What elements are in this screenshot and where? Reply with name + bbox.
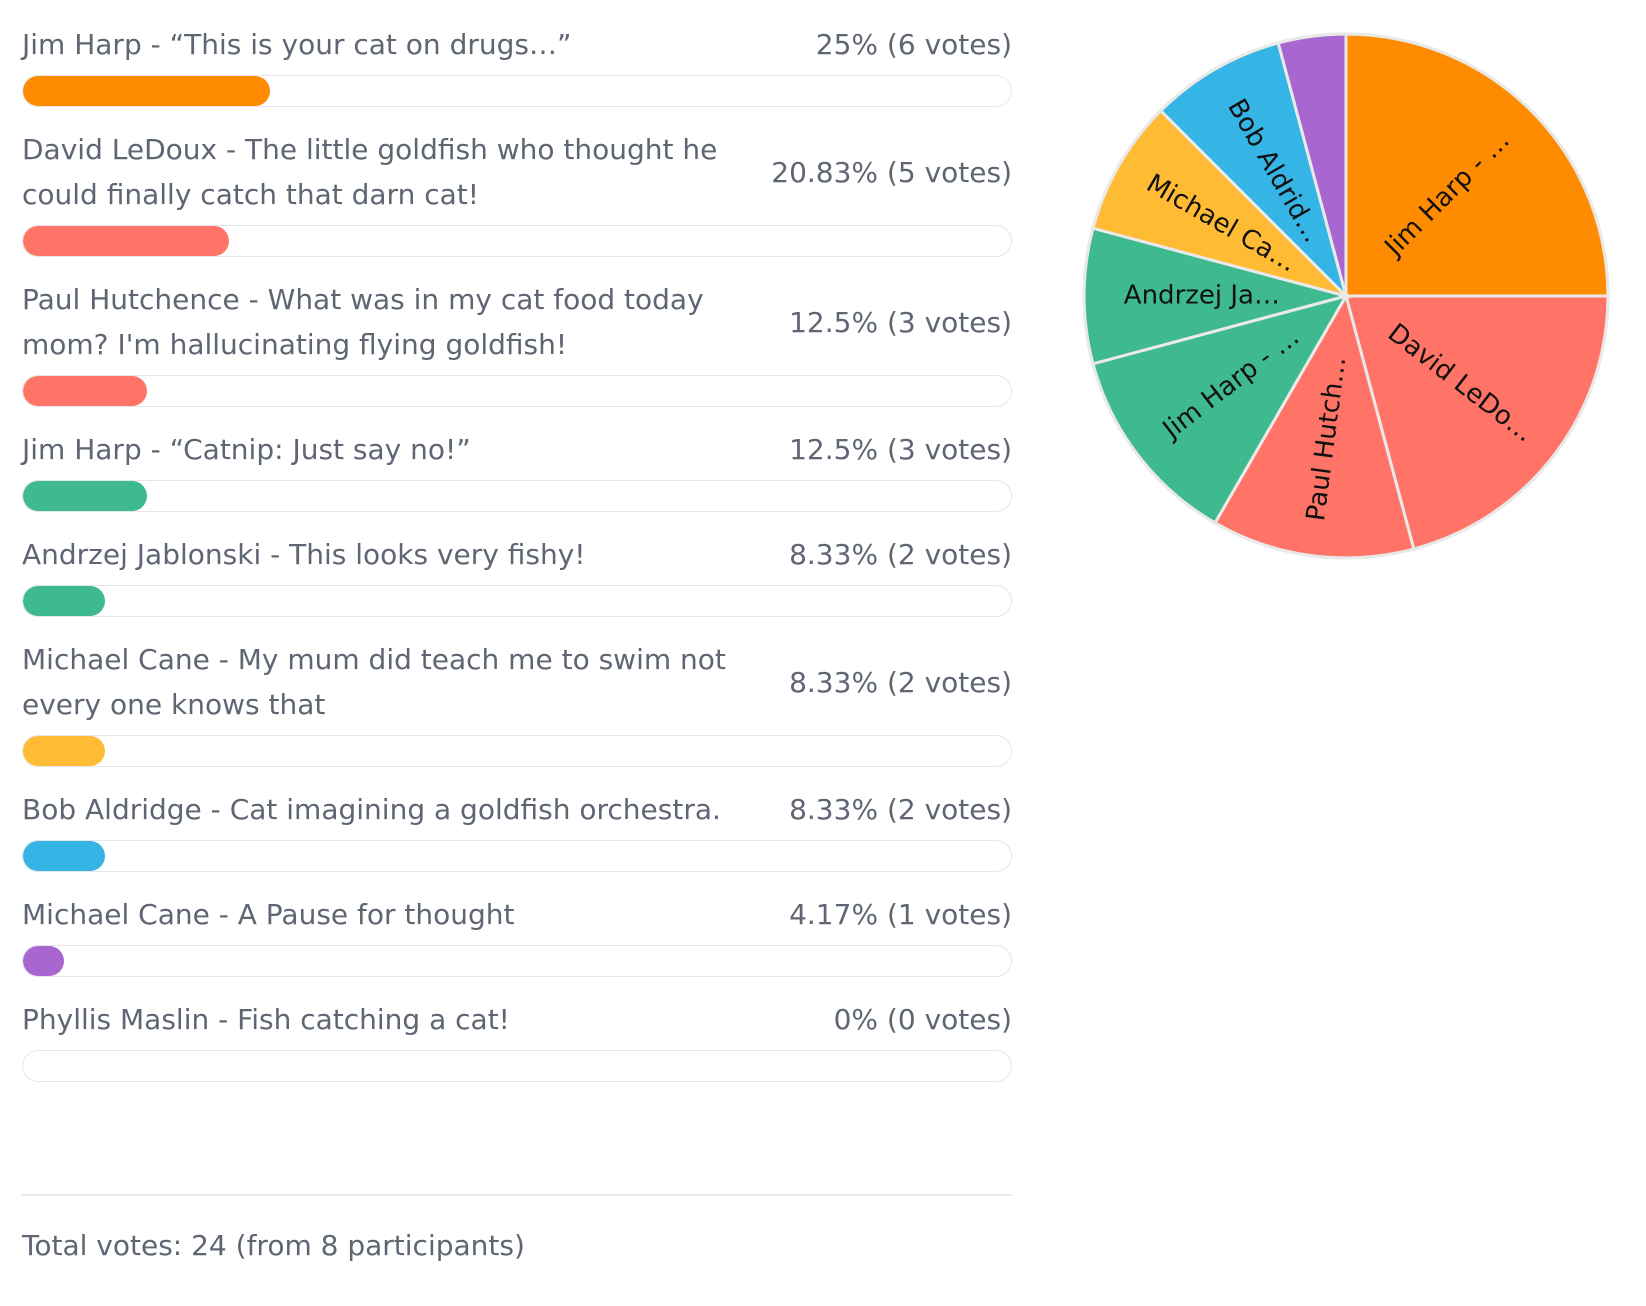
poll-bar-track bbox=[22, 375, 1012, 407]
poll-option: Phyllis Maslin - Fish catching a cat! 0% … bbox=[22, 997, 1012, 1102]
poll-bar-track bbox=[22, 75, 1012, 107]
poll-option: Michael Cane - My mum did teach me to sw… bbox=[22, 637, 1012, 787]
poll-option-header: Michael Cane - My mum did teach me to sw… bbox=[22, 637, 1012, 727]
poll-option: Jim Harp - “Catnip: Just say no!” 12.5% (… bbox=[22, 427, 1012, 532]
poll-option-label: Bob Aldridge - Cat imagining a goldfish … bbox=[22, 793, 721, 826]
poll-bar-fill bbox=[23, 586, 106, 616]
poll-option-header: Jim Harp - “Catnip: Just say no!” 12.5% (… bbox=[22, 427, 1012, 472]
poll-option-header: Andrzej Jablonski - This looks very fish… bbox=[22, 532, 1012, 577]
poll-option-header: Phyllis Maslin - Fish catching a cat! 0% … bbox=[22, 997, 1012, 1042]
poll-option: Andrzej Jablonski - This looks very fish… bbox=[22, 532, 1012, 637]
poll-option-label: Michael Cane - My mum did teach me to sw… bbox=[22, 643, 726, 721]
poll-option-result: 12.5% (3 votes) bbox=[789, 305, 1012, 339]
poll-option: Jim Harp - “This is your cat on drugs…” 2… bbox=[22, 22, 1012, 127]
poll-option-label: Jim Harp - “This is your cat on drugs…” bbox=[22, 28, 572, 61]
poll-results: Jim Harp - “This is your cat on drugs…” 2… bbox=[22, 22, 1012, 1102]
poll-option-result: 25% (6 votes) bbox=[815, 28, 1012, 61]
poll-option-result: 20.83% (5 votes) bbox=[771, 155, 1012, 189]
poll-bar-fill bbox=[23, 841, 106, 871]
poll-option-result: 12.5% (3 votes) bbox=[789, 433, 1012, 466]
pie-outline bbox=[1082, 32, 1610, 560]
poll-bar-fill bbox=[23, 76, 270, 106]
poll-option: Paul Hutchence - What was in my cat food… bbox=[22, 277, 1012, 427]
poll-bar-track bbox=[22, 735, 1012, 767]
poll-option-label: Jim Harp - “Catnip: Just say no!” bbox=[22, 433, 471, 466]
poll-bar-fill bbox=[23, 946, 65, 976]
poll-bar-track bbox=[22, 225, 1012, 257]
poll-option-header: David LeDoux - The little goldfish who t… bbox=[22, 127, 1012, 217]
poll-bar-track bbox=[22, 1050, 1012, 1082]
divider bbox=[22, 1194, 1012, 1196]
poll-option-label: Paul Hutchence - What was in my cat food… bbox=[22, 283, 704, 361]
poll-option-result: 8.33% (2 votes) bbox=[789, 665, 1012, 699]
poll-option-result: 8.33% (2 votes) bbox=[789, 793, 1012, 826]
poll-option-label: Michael Cane - A Pause for thought bbox=[22, 898, 515, 931]
poll-bar-fill bbox=[23, 736, 106, 766]
poll-option: Bob Aldridge - Cat imagining a goldfish … bbox=[22, 787, 1012, 892]
poll-option-header: Jim Harp - “This is your cat on drugs…” 2… bbox=[22, 22, 1012, 67]
total-votes: Total votes: 24 (from 8 participants) bbox=[22, 1229, 525, 1262]
pie-chart: Jim Harp - …David LeDo…Paul Hutch…Jim Ha… bbox=[1082, 32, 1610, 560]
poll-bar-fill bbox=[23, 376, 147, 406]
poll-option-label: Andrzej Jablonski - This looks very fish… bbox=[22, 538, 586, 571]
poll-bar-track bbox=[22, 480, 1012, 512]
poll-option-result: 0% (0 votes) bbox=[833, 1003, 1012, 1036]
poll-option-label: David LeDoux - The little goldfish who t… bbox=[22, 133, 718, 211]
poll-bar-fill bbox=[23, 481, 147, 511]
poll-bar-track bbox=[22, 840, 1012, 872]
poll-bar-track bbox=[22, 945, 1012, 977]
poll-option-result: 4.17% (1 votes) bbox=[789, 898, 1012, 931]
poll-option-header: Paul Hutchence - What was in my cat food… bbox=[22, 277, 1012, 367]
poll-bar-fill bbox=[23, 226, 229, 256]
poll-option: Michael Cane - A Pause for thought 4.17% … bbox=[22, 892, 1012, 997]
pie-slice-label: Andrzej Ja… bbox=[1124, 281, 1280, 311]
poll-option-header: Bob Aldridge - Cat imagining a goldfish … bbox=[22, 787, 1012, 832]
poll-option-header: Michael Cane - A Pause for thought 4.17% … bbox=[22, 892, 1012, 937]
poll-option-result: 8.33% (2 votes) bbox=[789, 538, 1012, 571]
poll-bar-track bbox=[22, 585, 1012, 617]
poll-option: David LeDoux - The little goldfish who t… bbox=[22, 127, 1012, 277]
poll-option-label: Phyllis Maslin - Fish catching a cat! bbox=[22, 1003, 510, 1036]
